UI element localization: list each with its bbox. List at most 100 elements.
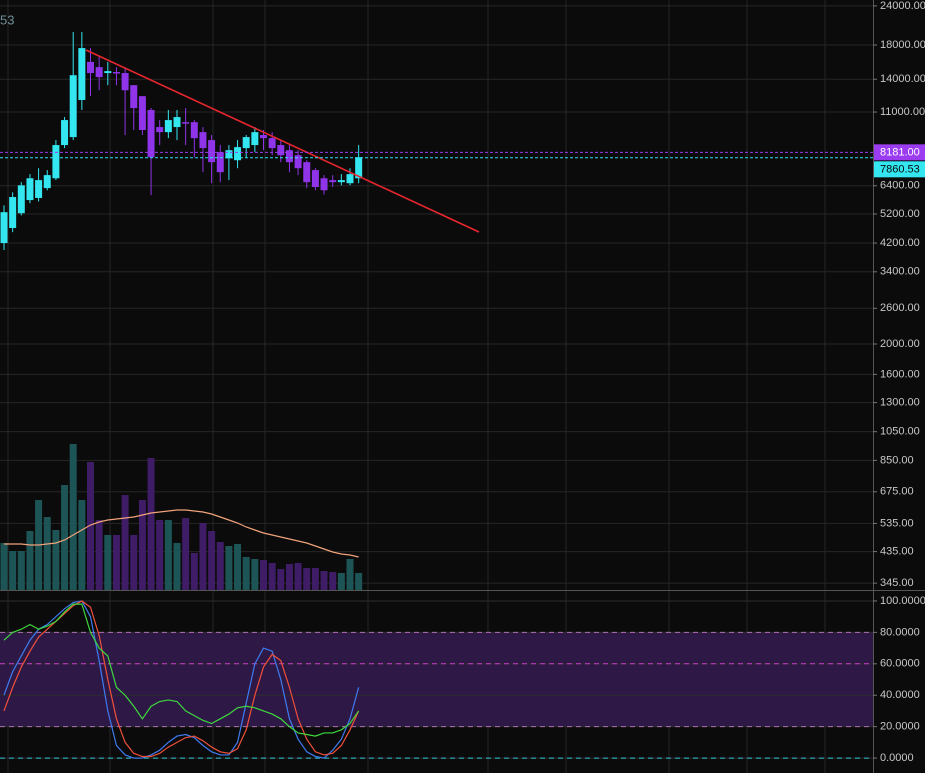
candle-body [320, 178, 328, 191]
candle-body [216, 152, 224, 173]
y-tick-label: 5200.00 [880, 208, 920, 220]
y-tick-label: 18000.00 [880, 39, 925, 51]
volume-bar [190, 553, 198, 590]
y-tick-label: 20.0000 [880, 721, 920, 733]
y-tick-label: 675.00 [880, 486, 914, 498]
volume-bar [130, 535, 138, 590]
volume-bar [216, 542, 224, 590]
oscillator-line [3, 600, 360, 759]
volume-bar [294, 563, 302, 590]
volume-bar [164, 520, 172, 590]
candle-body [69, 75, 77, 138]
volume-bar [69, 444, 77, 590]
oscillator-line [3, 600, 360, 758]
volume-bar [234, 544, 242, 590]
volume-bar [43, 517, 51, 590]
candle-body [355, 157, 363, 179]
volume-bar [355, 573, 363, 590]
y-tick-label: 1600.00 [880, 368, 920, 380]
candle-body [78, 48, 86, 100]
volume-bar [112, 535, 120, 590]
y-tick-label: 3400.00 [880, 266, 920, 278]
oscillator-band [0, 632, 873, 727]
y-tick-label: 60.0000 [880, 658, 920, 670]
candle-body [337, 180, 345, 183]
volume-bar [208, 531, 216, 590]
volume-bar [26, 531, 34, 590]
y-tick-label: 1050.00 [880, 426, 920, 438]
y-tick-label: 0.0000 [880, 752, 914, 764]
volume-bar [156, 520, 164, 590]
candle-body [190, 122, 198, 139]
volume-bar [173, 543, 181, 590]
y-tick-label: 11000.00 [880, 106, 925, 118]
candle-body [251, 132, 259, 146]
volume-ma [4, 509, 359, 558]
candle-body [95, 67, 103, 78]
y-tick-label: 850.00 [880, 454, 914, 466]
candle-body [164, 120, 172, 133]
candle-body [225, 150, 233, 159]
price-label: 8181.00 [880, 147, 920, 159]
price-label: 7860.53 [880, 164, 920, 176]
candle-body [242, 137, 250, 149]
candle-body [294, 155, 302, 169]
y-tick-label: 2600.00 [880, 302, 920, 314]
candle-body [234, 147, 242, 161]
volume-bar [147, 458, 155, 590]
candle-body [208, 140, 216, 163]
volume-bar [87, 462, 94, 590]
candle-body [35, 180, 43, 198]
candle-body [173, 117, 181, 128]
candle-body [285, 150, 293, 163]
volume-bar [9, 551, 17, 590]
y-tick-label: 100.0000 [880, 595, 925, 607]
volume-bar [242, 557, 250, 590]
volume-bar [61, 485, 69, 590]
y-tick-label: 345.00 [880, 577, 914, 589]
candle-body [303, 162, 311, 183]
candle-body [0, 212, 8, 244]
candle-body [17, 185, 25, 214]
y-tick-label: 1300.00 [880, 397, 920, 409]
volume-bar [78, 500, 86, 590]
candle-body [26, 178, 34, 201]
candle-body [112, 72, 120, 74]
y-tick-label: 14000.00 [880, 73, 925, 85]
candle-body [156, 127, 164, 133]
volume-bar [52, 530, 60, 590]
volume-bar [329, 572, 337, 590]
candle-body [138, 96, 146, 130]
price-label-box [874, 161, 925, 178]
volume-bar [199, 523, 207, 590]
volume-bar [17, 551, 25, 590]
y-tick-label: 40.0000 [880, 689, 920, 701]
volume-bar [337, 573, 345, 590]
candle-body [104, 71, 112, 74]
volume-bar [303, 568, 311, 590]
y-tick-label: 24000.00 [880, 0, 925, 12]
candle-body [277, 145, 285, 156]
volume-bar [138, 500, 146, 590]
volume-bar [225, 546, 233, 590]
volume-bar [311, 568, 319, 590]
volume-bar [346, 559, 354, 590]
partial-label: 53 [0, 12, 14, 27]
volume-bar [95, 520, 103, 590]
y-tick-label: 535.00 [880, 517, 914, 529]
y-tick-label: 435.00 [880, 545, 914, 557]
candle-body [87, 61, 94, 74]
candle-body [61, 120, 69, 146]
volume-bar [268, 563, 276, 590]
volume-bar [285, 564, 293, 590]
candle-body [130, 85, 138, 109]
volume-bar [251, 559, 259, 590]
candle-body [147, 109, 155, 158]
y-tick-label: 80.0000 [880, 626, 920, 638]
candle-body [199, 132, 207, 149]
volume-bar [0, 543, 8, 590]
price-label-box [874, 144, 925, 161]
candle-body [260, 135, 267, 139]
candle-body [311, 170, 319, 188]
